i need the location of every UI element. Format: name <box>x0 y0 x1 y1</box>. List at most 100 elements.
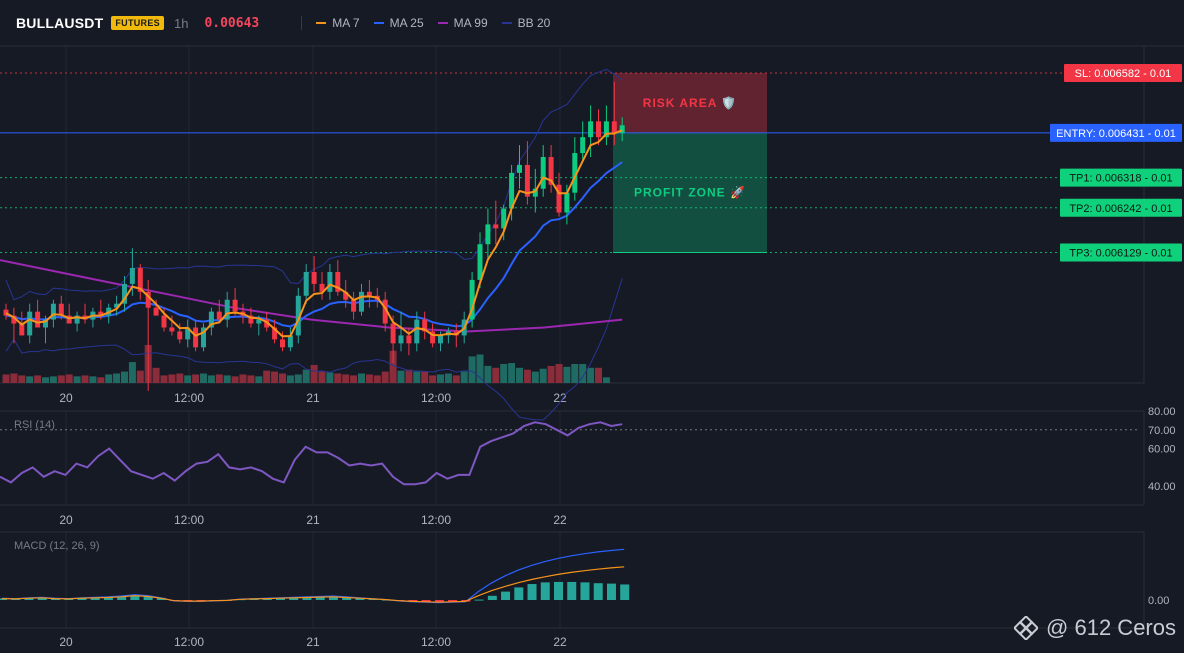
candle-body <box>469 279 475 320</box>
legend-item[interactable]: BB 20 <box>501 16 551 30</box>
candle-body <box>232 299 238 312</box>
candle-body <box>485 224 491 245</box>
interval-selector[interactable]: 1h <box>173 15 189 31</box>
macd-histogram-bar <box>37 597 47 600</box>
time-axis-label: 12:00 <box>174 635 204 649</box>
macd-histogram-bar <box>302 597 312 600</box>
binance-logo-icon <box>1014 616 1039 640</box>
candle-body <box>122 283 127 304</box>
time-axis-label: 22 <box>553 513 567 527</box>
candle-body <box>66 315 72 324</box>
candle-body <box>588 121 594 138</box>
time-axis-label: 20 <box>59 635 73 649</box>
volume-bar <box>26 376 34 383</box>
legend-swatch <box>316 22 327 24</box>
symbol-name[interactable]: BULLAUSDT <box>16 15 104 31</box>
candle-body <box>438 335 443 344</box>
tp-level-text: TP2: 0.006242 - 0.01 <box>1069 203 1172 215</box>
candle-body <box>414 319 420 344</box>
time-axis-label: 12:00 <box>421 391 451 405</box>
candle-body <box>193 327 199 348</box>
candle-body <box>343 291 349 300</box>
candle-body <box>477 244 483 280</box>
volume-bar <box>500 364 508 383</box>
macd-histogram-bar <box>540 582 550 600</box>
volume-bar <box>484 365 492 383</box>
sl-level-tag <box>1064 63 1182 82</box>
time-axis-label: 20 <box>59 513 73 527</box>
legend-item[interactable]: MA 7 <box>316 16 360 30</box>
macd-histogram-bar <box>90 597 100 600</box>
rsi-axis-label: 70.00 <box>1148 425 1176 437</box>
candle-body <box>564 192 570 213</box>
volume-bar <box>302 369 310 383</box>
volume-bar <box>10 373 18 383</box>
macd-histogram-bar <box>606 583 616 600</box>
time-axis-label: 12:00 <box>421 513 451 527</box>
profit-zone-label: PROFIT ZONE 🚀 <box>634 186 746 200</box>
candle-body <box>3 309 9 316</box>
volume-bar <box>531 371 539 383</box>
legend-label: MA 99 <box>453 16 488 30</box>
risk-zone <box>613 72 767 133</box>
volume-bar <box>326 372 334 383</box>
volume-bar <box>476 354 484 383</box>
volume-bar <box>334 373 342 383</box>
candle-body <box>422 319 428 332</box>
volume-bar <box>49 376 57 383</box>
volume-bar <box>271 371 279 383</box>
candle-body <box>27 311 33 336</box>
volume-bar <box>405 369 413 383</box>
candle-body <box>611 121 617 134</box>
volume-bar <box>73 376 81 383</box>
volume-bar <box>452 375 460 383</box>
candle-body <box>619 125 625 134</box>
candle-body <box>35 311 41 328</box>
volume-bar <box>373 375 381 383</box>
tp-level-text: TP1: 0.006318 - 0.01 <box>1069 173 1172 185</box>
volume-bar <box>381 371 389 383</box>
time-axis-label: 12:00 <box>174 391 204 405</box>
candle-body <box>603 121 609 138</box>
profit-zone <box>613 132 767 253</box>
last-price: 0.00643 <box>204 15 260 31</box>
volume-bar <box>350 375 358 383</box>
time-axis-label: 12:00 <box>174 513 204 527</box>
candle-body <box>532 188 538 197</box>
macd-histogram-bar <box>567 581 577 600</box>
candle-body <box>382 299 388 324</box>
volume-bar <box>152 367 160 383</box>
candle-body <box>548 157 554 185</box>
rsi-axis-label: 80.00 <box>1148 406 1176 418</box>
time-axis-label: 21 <box>306 513 320 527</box>
tp-level-tag <box>1060 243 1182 262</box>
ma99-line <box>0 259 623 333</box>
candle-body <box>272 327 278 340</box>
volume-bar <box>523 369 531 383</box>
volume-bar <box>34 375 42 383</box>
volume-bar <box>215 374 223 383</box>
legend-item[interactable]: MA 99 <box>437 16 488 30</box>
candle-body <box>351 299 357 312</box>
candle-body <box>327 271 333 292</box>
indicator-legend: MA 7 MA 25 MA 99 BB 20 <box>302 16 550 30</box>
time-axis-label: 20 <box>59 391 73 405</box>
time-axis-label: 12:00 <box>421 635 451 649</box>
volume-bar <box>160 375 168 383</box>
legend-item[interactable]: MA 25 <box>373 16 424 30</box>
candle-body <box>390 323 396 344</box>
legend-label: BB 20 <box>517 16 551 30</box>
candle-body <box>287 335 293 348</box>
macd-histogram-bar <box>620 584 630 600</box>
candle-body <box>311 271 317 284</box>
volume-bar <box>239 374 247 383</box>
header-divider <box>301 16 303 30</box>
volume-bar <box>516 367 523 383</box>
candle-body <box>208 311 214 328</box>
rsi-axis-label: 40.00 <box>1148 481 1176 493</box>
candle-body <box>493 224 499 229</box>
futures-badge: FUTURES <box>111 16 164 30</box>
volume-bar <box>128 362 136 383</box>
candle-body <box>509 172 515 209</box>
